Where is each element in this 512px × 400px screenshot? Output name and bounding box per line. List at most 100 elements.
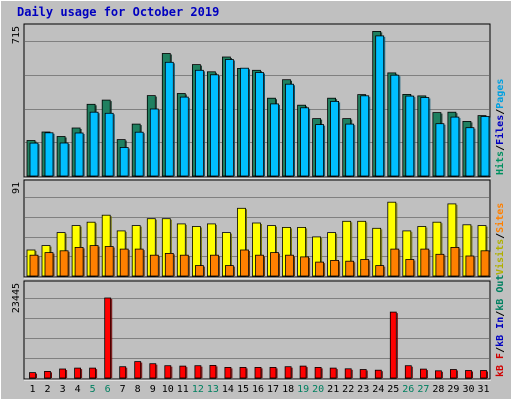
bar-kb-f — [465, 370, 472, 379]
bar-files — [224, 59, 234, 177]
bar-files — [285, 83, 294, 177]
legend-item-1: / — [495, 233, 506, 239]
bar-files — [119, 147, 129, 177]
bar-sites — [450, 246, 460, 277]
bar-sites — [224, 265, 234, 277]
day-axis: 1 2 3 4 5 6 7 8 9 10 11 12 13 14 15 16 17 18 19 20 21 22 23 24 2… — [29, 384, 489, 395]
day-label: 3 — [60, 384, 66, 395]
day-label: 5 — [90, 384, 96, 395]
bar-sites — [330, 259, 340, 277]
day-label: 21 — [327, 384, 339, 395]
chart-title: Daily usage for October 2019 — [17, 5, 219, 19]
bar-sites — [89, 245, 99, 277]
day-label: 18 — [282, 384, 294, 395]
day-label: 7 — [120, 384, 126, 395]
y-max-label: 91 — [11, 182, 22, 194]
bar-sites — [390, 248, 400, 277]
chart-panels: 715Hits/Files/Pages91Visits/Sites23445kB… — [11, 23, 506, 381]
bar-kb-f — [119, 366, 127, 379]
day-label: 9 — [150, 384, 156, 395]
series-kb-f — [29, 297, 488, 379]
bar-sites — [405, 259, 415, 277]
bar-kb-f — [164, 365, 172, 379]
bar-files — [450, 116, 460, 177]
bar-files — [330, 101, 340, 177]
bar-files — [375, 35, 385, 177]
bar-sites — [285, 254, 294, 277]
bar-kb-f — [389, 311, 397, 379]
legend-item-0: Visits — [494, 239, 506, 275]
bar-sites — [240, 249, 249, 277]
bar-sites — [435, 253, 445, 277]
bar-files — [134, 131, 144, 177]
bar-kb-f — [59, 368, 66, 379]
bar-kb-f — [224, 366, 232, 379]
bar-sites — [74, 246, 84, 277]
bar-sites — [119, 248, 129, 277]
day-label: 17 — [267, 384, 279, 395]
bar-kb-f — [194, 365, 202, 379]
day-label: 23 — [357, 384, 369, 395]
bar-kb-f — [179, 365, 187, 379]
bar-kb-f — [374, 369, 382, 379]
bar-sites — [59, 250, 69, 277]
bar-files — [104, 112, 114, 177]
legend: Hits/Files/Pages — [494, 79, 506, 175]
bar-kb-f — [134, 361, 142, 379]
bar-files — [435, 123, 445, 177]
bar-kb-f — [480, 370, 487, 379]
bar-sites — [209, 254, 219, 277]
bar-files — [390, 74, 400, 177]
bar-sites — [194, 265, 204, 277]
bar-kb-f — [284, 366, 292, 379]
bar-kb-f — [254, 366, 262, 379]
bar-sites — [104, 246, 114, 277]
bar-files — [44, 132, 54, 177]
bar-sites — [315, 261, 325, 277]
bar-files — [345, 123, 355, 177]
legend-item-1: / — [495, 145, 506, 151]
bar-files — [240, 67, 249, 177]
bar-sites — [375, 265, 385, 277]
bar-kb-f — [329, 367, 337, 379]
panel-2: 91 Visits/Sites — [11, 179, 506, 279]
bar-files — [405, 95, 415, 177]
series-files — [29, 35, 491, 177]
day-label: 12 — [192, 384, 204, 395]
day-label: 26 — [402, 384, 414, 395]
day-label: 10 — [162, 384, 174, 395]
day-label: 29 — [447, 384, 459, 395]
bar-kb-f — [209, 364, 217, 379]
legend-item-0: Hits — [494, 151, 506, 175]
legend-item-2: kB In — [495, 317, 506, 347]
day-label: 30 — [462, 384, 474, 395]
bar-files — [89, 111, 99, 177]
bar-files — [149, 108, 159, 177]
day-label: 6 — [105, 384, 111, 395]
bar-files — [420, 97, 430, 177]
day-label: 1 — [29, 384, 35, 395]
day-label: 22 — [342, 384, 354, 395]
bar-files — [194, 69, 204, 177]
bar-kb-f — [104, 297, 112, 379]
day-label: 16 — [252, 384, 264, 395]
legend-item-2: Sites — [494, 203, 506, 233]
bar-kb-f — [449, 369, 457, 379]
bar-sites — [29, 254, 39, 277]
bar-sites — [164, 252, 174, 277]
legend-item-4: Pages — [495, 79, 506, 109]
bar-kb-f — [404, 365, 412, 379]
bar-files — [315, 124, 325, 177]
bar-sites — [360, 259, 370, 277]
bar-sites — [480, 250, 490, 277]
legend-item-3: / — [495, 109, 506, 115]
y-max-label: 715 — [11, 26, 22, 44]
day-label: 31 — [477, 384, 489, 395]
bar-sites — [255, 254, 264, 277]
bar-files — [300, 107, 310, 177]
legend-item-1: / — [495, 347, 506, 353]
bar-kb-f — [434, 370, 442, 379]
bar-files — [270, 103, 279, 177]
bar-sites — [345, 260, 355, 277]
